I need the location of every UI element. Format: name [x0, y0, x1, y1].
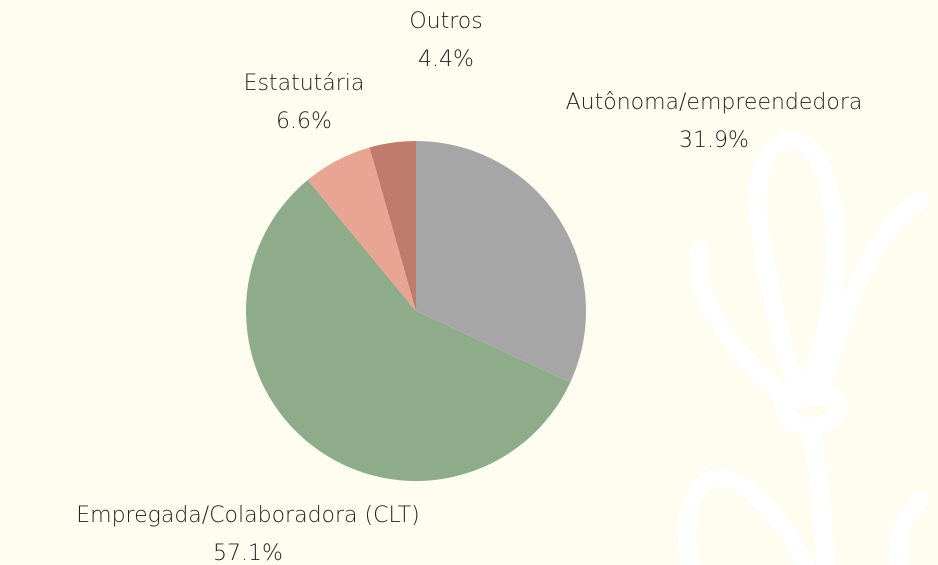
slice-value-label: 31.9%	[679, 128, 749, 153]
slice-value-label: 4.4%	[418, 47, 474, 72]
pie-slice	[416, 141, 586, 383]
pie-slice	[245, 180, 571, 482]
slice-label: Outros	[409, 9, 482, 34]
pie-slice	[369, 141, 416, 311]
decoration	[678, 131, 929, 565]
slice-label: Estatutária	[244, 71, 365, 96]
slice-label: Empregada/Colaboradora (CLT)	[76, 503, 419, 528]
slice-label: Autônoma/empreendedora	[566, 90, 863, 115]
slice-value-label: 6.6%	[276, 109, 332, 134]
slice-value-label: 57.1%	[213, 541, 283, 565]
pie-slice	[307, 147, 416, 311]
